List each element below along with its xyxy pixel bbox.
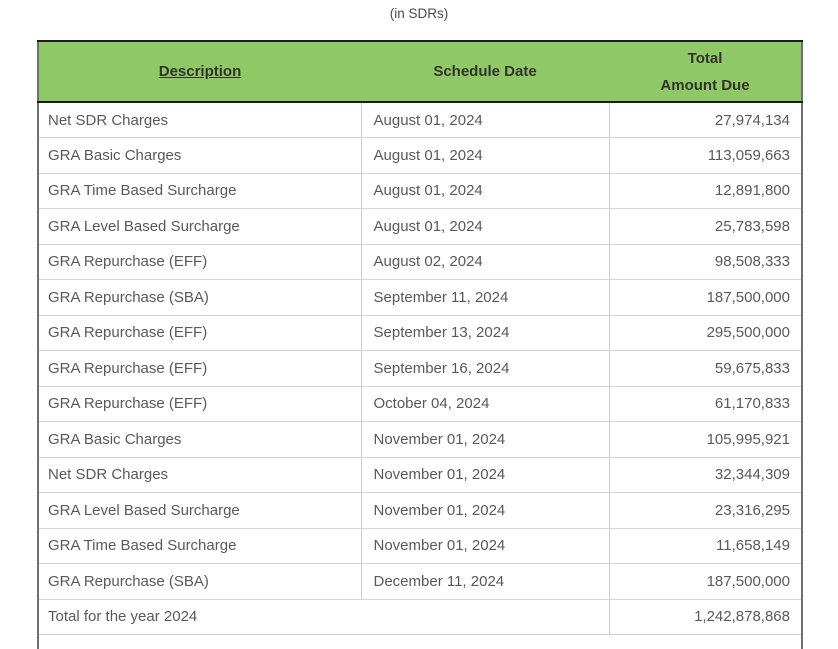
cell-description: GRA Time Based Surcharge bbox=[38, 528, 362, 564]
table-row: GRA Level Based Surcharge November 01, 20… bbox=[38, 492, 802, 529]
table-row: GRA Repurchase (SBA) September 11, 2024 18… bbox=[38, 279, 802, 316]
cell-amount: 105,995,921 bbox=[609, 421, 802, 458]
payment-schedule-table: Description Schedule Date Total Amount D… bbox=[37, 40, 803, 649]
table-row: GRA Repurchase (EFF) September 13, 2024 29… bbox=[38, 315, 802, 351]
cell-amount: 11,658,149 bbox=[609, 528, 802, 564]
cell-schedule-date: August 01, 2024 bbox=[361, 173, 610, 209]
cell-schedule-date: November 01, 2024 bbox=[361, 457, 610, 493]
total-row: Total for the year 2024 1,242,878,868 bbox=[38, 599, 802, 635]
partial-empty-cell bbox=[38, 634, 802, 649]
cell-amount: 98,508,333 bbox=[609, 244, 802, 280]
total-amount-due-line2: Amount Due bbox=[660, 76, 750, 94]
cell-amount: 25,783,598 bbox=[609, 208, 802, 245]
cell-amount: 61,170,833 bbox=[609, 386, 802, 422]
table-row: GRA Repurchase (SBA) December 11, 2024 187… bbox=[38, 563, 802, 600]
table-row: Net SDR Charges November 01, 2024 32,344,3… bbox=[38, 457, 802, 493]
cell-schedule-date: September 11, 2024 bbox=[361, 279, 610, 316]
cell-amount: 59,675,833 bbox=[609, 350, 802, 387]
cell-description: Net SDR Charges bbox=[38, 457, 362, 493]
table-row: Net SDR Charges August 01, 2024 27,974,134 bbox=[38, 102, 802, 138]
cell-description: GRA Level Based Surcharge bbox=[38, 492, 362, 529]
table-row: GRA Repurchase (EFF) October 04, 2024 61,1… bbox=[38, 386, 802, 422]
cell-description: GRA Repurchase (SBA) bbox=[38, 563, 362, 600]
total-amount-due-line1: Total bbox=[687, 49, 723, 67]
cell-description: GRA Time Based Surcharge bbox=[38, 173, 362, 209]
cell-description: GRA Repurchase (EFF) bbox=[38, 244, 362, 280]
cell-description: GRA Repurchase (EFF) bbox=[38, 386, 362, 422]
cell-schedule-date: August 01, 2024 bbox=[361, 208, 610, 245]
table-body: Net SDR Charges August 01, 2024 27,974,134… bbox=[38, 102, 802, 600]
cell-amount: 295,500,000 bbox=[609, 315, 802, 351]
cell-description: GRA Level Based Surcharge bbox=[38, 208, 362, 245]
description-column-header-cell: Description bbox=[38, 40, 361, 103]
header-row: Description Schedule Date Total Amount D… bbox=[38, 40, 802, 103]
table-row: GRA Repurchase (EFF) September 16, 2024 59… bbox=[38, 350, 802, 387]
cell-schedule-date: December 11, 2024 bbox=[361, 563, 610, 600]
cell-schedule-date: August 02, 2024 bbox=[361, 244, 610, 280]
cell-amount: 187,500,000 bbox=[609, 279, 802, 316]
cell-schedule-date: August 01, 2024 bbox=[361, 102, 610, 138]
table-row: GRA Time Based Surcharge August 01, 2024 1… bbox=[38, 173, 802, 209]
cell-description: GRA Basic Charges bbox=[38, 421, 362, 458]
table-row: GRA Time Based Surcharge November 01, 202… bbox=[38, 528, 802, 564]
cell-amount: 32,344,309 bbox=[609, 457, 802, 493]
cell-schedule-date: September 16, 2024 bbox=[361, 350, 610, 387]
cell-schedule-date: November 01, 2024 bbox=[361, 492, 610, 529]
total-row-label: Total for the year 2024 bbox=[38, 599, 610, 635]
cell-schedule-date: November 01, 2024 bbox=[361, 528, 610, 564]
table-footer: Total for the year 2024 1,242,878,868 bbox=[38, 599, 802, 649]
total-amount-due-column-header: Total Amount Due bbox=[609, 40, 802, 103]
partial-empty-row bbox=[38, 634, 802, 649]
cell-amount: 187,500,000 bbox=[609, 563, 802, 600]
table-row: GRA Basic Charges November 01, 2024 105,99… bbox=[38, 421, 802, 458]
cell-schedule-date: August 01, 2024 bbox=[361, 137, 610, 174]
schedule-date-column-header: Schedule Date bbox=[361, 40, 609, 103]
cell-description: GRA Repurchase (EFF) bbox=[38, 315, 362, 351]
cell-description: Net SDR Charges bbox=[38, 102, 362, 138]
table-header: Description Schedule Date Total Amount D… bbox=[38, 40, 802, 103]
total-row-amount: 1,242,878,868 bbox=[609, 599, 802, 635]
cell-schedule-date: September 13, 2024 bbox=[361, 315, 610, 351]
table-row: GRA Basic Charges August 01, 2024 113,059,… bbox=[38, 137, 802, 174]
table-caption: (in SDRs) bbox=[389, 6, 449, 21]
table-row: GRA Repurchase (EFF) August 02, 2024 98,50… bbox=[38, 244, 802, 280]
cell-description: GRA Repurchase (EFF) bbox=[38, 350, 362, 387]
cell-amount: 113,059,663 bbox=[609, 137, 802, 174]
cell-amount: 27,974,134 bbox=[609, 102, 802, 138]
cell-amount: 23,316,295 bbox=[609, 492, 802, 529]
description-column-link[interactable]: Description bbox=[158, 63, 242, 80]
cell-schedule-date: November 01, 2024 bbox=[361, 421, 610, 458]
cell-description: GRA Basic Charges bbox=[38, 137, 362, 174]
table-row: GRA Level Based Surcharge August 01, 2024… bbox=[38, 208, 802, 245]
cell-schedule-date: October 04, 2024 bbox=[361, 386, 610, 422]
cell-amount: 12,891,800 bbox=[609, 173, 802, 209]
cell-description: GRA Repurchase (SBA) bbox=[38, 279, 362, 316]
